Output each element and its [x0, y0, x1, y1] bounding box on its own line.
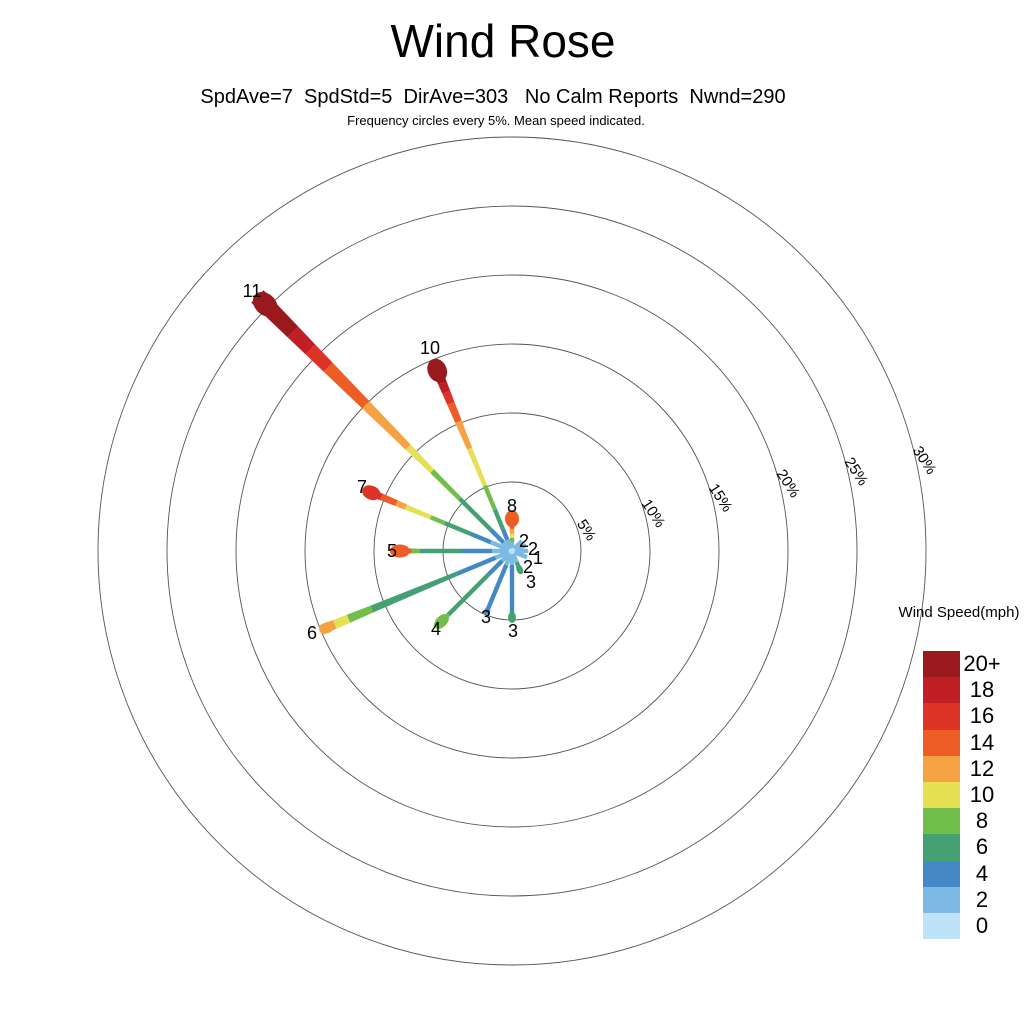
spoke-NW-bin-6	[458, 497, 493, 532]
spoke-WNW-bin-6	[443, 521, 472, 536]
spoke-NW-bin-8	[430, 469, 462, 501]
spoke-NNW-bin-8	[482, 484, 497, 511]
mean-speed-label-W: 5	[387, 541, 397, 561]
mean-speed-label-NW: 11	[243, 281, 262, 301]
spoke-NNW-bin-0	[508, 547, 514, 552]
spoke-NNW-bin-4	[500, 528, 510, 541]
spoke-tip-marker-SW	[434, 614, 449, 629]
mean-speed-label-ESE: 2	[523, 557, 533, 577]
mean-speed-label-NNW: 10	[420, 338, 440, 358]
mean-speed-label-N: 8	[507, 496, 517, 516]
mean-speed-label-WNW: 7	[357, 477, 367, 497]
mean-speed-label-WSW: 6	[307, 623, 317, 643]
spoke-SSW-bin-4	[483, 564, 509, 615]
spoke-NW-bin-14	[323, 362, 370, 409]
frequency-ring-30	[97, 136, 927, 966]
spoke-tip-marker-E	[524, 549, 529, 553]
spoke-NW-bin-12	[362, 401, 411, 450]
spoke-W-bin-6	[420, 548, 462, 554]
spoke-WNW-bin-12	[395, 500, 407, 510]
spoke-WSW-bin-8	[346, 605, 374, 623]
spoke-NNW-bin-6	[492, 508, 505, 530]
spoke-WNW-bin-4	[469, 531, 492, 545]
spoke-N-bin-10	[509, 533, 515, 538]
spoke-NW-bin-4	[489, 528, 506, 545]
spoke-WNW-bin-8	[429, 515, 446, 526]
page-title: Wind Rose	[390, 15, 616, 67]
spoke-WSW-bin-4	[455, 555, 497, 576]
mean-speed-label-E: 1	[533, 548, 543, 568]
spoke-N-bin-12	[509, 528, 515, 534]
ring-label-20pct: 20%	[773, 466, 804, 500]
spoke-NW-bin-18	[287, 326, 316, 355]
spoke-NNW-bin-18	[438, 381, 451, 394]
ring-label-30pct: 30%	[909, 443, 940, 477]
frequency-ring-20	[235, 274, 789, 828]
spoke-NNW-bin-14	[447, 401, 462, 423]
spoke-WNW-bin-14	[380, 493, 398, 506]
spoke-tip-marker-NW	[252, 291, 278, 317]
spoke-WSW-bin-6	[370, 571, 458, 613]
spoke-tip-marker-ENE	[522, 543, 527, 548]
spoke-S-bin-4	[509, 564, 515, 612]
ring-label-15pct: 15%	[705, 481, 736, 515]
spoke-tip-marker-SSW	[484, 607, 491, 615]
ring-label-25pct: 25%	[841, 454, 872, 488]
ring-label-10pct: 10%	[638, 496, 669, 530]
ring-label-5pct: 5%	[573, 517, 599, 544]
spoke-tip-marker-S	[508, 612, 516, 623]
spoke-tip-marker-SSE	[516, 564, 524, 575]
spoke-tip-marker-WNW	[362, 485, 381, 501]
spoke-NNW-bin-2	[505, 539, 513, 550]
spoke-NNW-bin-12	[455, 420, 473, 450]
spoke-NNW-bin-16	[442, 390, 455, 405]
spoke-tip-marker-WSW	[319, 621, 335, 634]
spoke-WNW-bin-2	[489, 540, 511, 552]
stats-line: SpdAve=7 SpdStd=5 DirAve=303 No Calm Rep…	[200, 86, 786, 108]
spoke-tip-marker-NE	[518, 540, 523, 545]
mean-speed-label-ENE: 2	[528, 539, 538, 559]
spoke-NNW-bin-10	[467, 447, 487, 487]
frequency-ring-25	[166, 205, 858, 897]
spoke-N-bin-8	[509, 537, 515, 542]
frequency-ring-10	[373, 412, 651, 690]
spoke-W-bin-4	[462, 548, 492, 554]
spoke-SSW-bin-2	[504, 552, 513, 566]
mean-speed-label-SSW: 3	[481, 607, 491, 627]
spoke-tip-marker-W	[389, 544, 410, 558]
mean-speed-label-SSE: 3	[526, 572, 536, 592]
spoke-tip-marker-N	[505, 510, 519, 528]
spoke-tip-marker-NNW	[427, 358, 448, 383]
spoke-tip-marker-ESE	[523, 554, 528, 559]
spoke-WNW-bin-10	[404, 504, 432, 520]
spoke-SW-bin-4	[487, 559, 504, 576]
mean-speed-label-SW: 4	[431, 619, 441, 639]
spoke-WSW-bin-10	[332, 614, 351, 629]
mean-speed-label-NE: 2	[519, 531, 529, 551]
mean-speed-label-S: 3	[508, 621, 518, 641]
spoke-SW-bin-6	[446, 572, 491, 617]
frequency-ring-15	[304, 343, 720, 759]
spoke-W-bin-8	[411, 548, 420, 554]
caption-line: Frequency circles every 5%. Mean speed i…	[347, 113, 645, 128]
spoke-NW-bin-16	[305, 344, 333, 372]
spoke-NW-bin-10	[405, 444, 434, 473]
